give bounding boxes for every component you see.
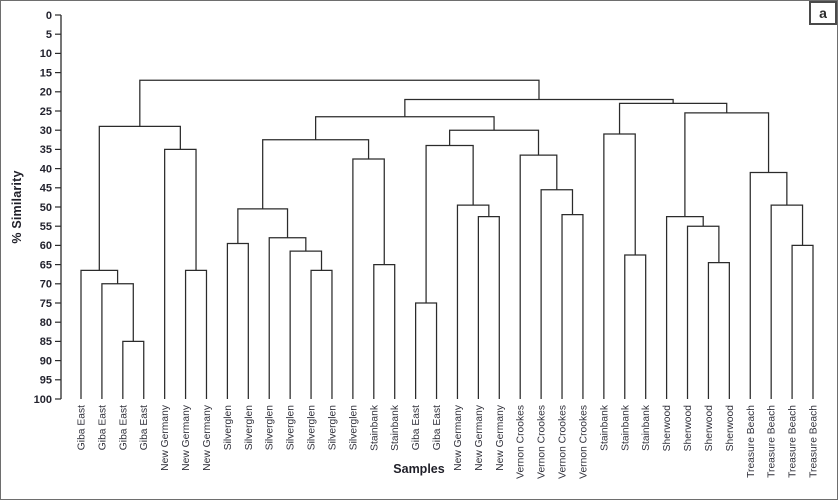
leaf-label: Treasure Beach [788, 405, 799, 478]
leaf-label: Giba East [411, 405, 422, 450]
dendrogram-link [519, 154, 558, 399]
y-axis-tick-label: 5 [46, 29, 52, 41]
leaf-label: Stainbank [620, 404, 631, 451]
y-axis-tick-label: 45 [40, 183, 52, 195]
y-axis-tick-label: 0 [46, 10, 52, 22]
leaf-label: New Germany [181, 404, 192, 471]
panel-label-box: a [809, 1, 837, 25]
y-axis-tick-label: 25 [40, 106, 52, 118]
y-axis-tick-label: 60 [40, 240, 52, 252]
y-axis-tick-label: 85 [40, 336, 52, 348]
dendrogram-link [373, 263, 396, 399]
leaf-label: Treasure Beach [809, 405, 820, 478]
dendrogram-link [686, 225, 720, 399]
dendrogram-link [448, 129, 540, 156]
dendrogram-link [315, 116, 495, 140]
dendrogram-link [139, 79, 540, 127]
dendrogram-link [456, 204, 490, 399]
leaf-label: Silverglen [307, 405, 318, 450]
dendrogram-link [425, 144, 474, 303]
y-axis-tick-label: 70 [40, 279, 52, 291]
dendrogram-link [707, 262, 730, 399]
leaf-label: Vernon Crookes [537, 405, 548, 479]
dendrogram-link [184, 269, 208, 399]
leaf-label: Sherwood [662, 405, 673, 452]
leaf-label: Silverglen [265, 405, 276, 450]
dendrogram-link [624, 254, 647, 399]
y-axis-tick-label: 10 [40, 48, 52, 60]
y-axis-tick-label: 80 [40, 317, 52, 329]
dendrogram-link [122, 340, 145, 399]
leaf-label: Treasure Beach [767, 405, 778, 478]
dendrogram-link [684, 112, 770, 217]
dendrogram-link [404, 98, 674, 117]
y-axis-tick-label: 90 [40, 355, 52, 367]
leaf-label: New Germany [202, 404, 213, 471]
dendrogram-link [289, 250, 323, 399]
dendrogram-link [268, 237, 307, 399]
x-axis-title: Samples [393, 462, 445, 476]
leaf-label: Giba East [118, 405, 129, 450]
y-axis-tick-label: 40 [40, 163, 52, 175]
leaf-label: Vernon Crookes [516, 405, 527, 479]
dendrogram-link [98, 125, 181, 271]
y-axis-tick-label: 35 [40, 144, 52, 156]
leaf-label: Sherwood [704, 405, 715, 452]
leaf-label: Vernon Crookes [558, 405, 569, 479]
leaf-label: Treasure Beach [746, 405, 757, 478]
leaf-label: New Germany [160, 404, 171, 471]
y-axis-tick-label: 75 [40, 298, 52, 310]
dendrogram-link [80, 269, 119, 399]
leaf-label: Silverglen [348, 405, 359, 450]
leaf-label: Sherwood [683, 405, 694, 452]
leaf-label: New Germany [474, 404, 485, 471]
dendrogram-link [415, 302, 438, 399]
leaf-label: Silverglen [327, 405, 338, 450]
leaf-label: New Germany [453, 404, 464, 471]
panel-label: a [819, 5, 827, 21]
y-axis-tick-label: 100 [34, 394, 52, 406]
y-axis-tick-label: 20 [40, 87, 52, 99]
y-axis-tick-label: 30 [40, 125, 52, 137]
dendrogram-link [561, 214, 584, 399]
y-axis-tick-label: 55 [40, 221, 52, 233]
dendrogram-link [749, 171, 788, 399]
leaf-label: Giba East [97, 405, 108, 450]
y-axis-tick-label: 50 [40, 202, 52, 214]
dendrogram-link [665, 215, 704, 399]
dendrogram-link [352, 158, 385, 399]
leaf-label: Silverglen [286, 405, 297, 450]
leaf-label: Sherwood [725, 405, 736, 452]
dendrogram-link [791, 244, 814, 399]
dendrogram-link [310, 269, 333, 399]
dendrogram-link [540, 189, 574, 399]
y-axis-tick-label: 15 [40, 67, 52, 79]
dendrogram-link [618, 102, 728, 135]
dendrogram-link [603, 133, 636, 399]
leaf-label: Giba East [432, 405, 443, 450]
leaf-label: Silverglen [223, 405, 234, 450]
dendrogram-link [226, 242, 249, 399]
leaf-label: Vernon Crookes [578, 405, 589, 479]
dendrogram-link [770, 204, 804, 399]
leaf-label: Stainbank [599, 404, 610, 451]
leaf-label: Silverglen [244, 405, 255, 450]
y-axis-tick-label: 95 [40, 375, 52, 387]
dendrogram-link [477, 215, 500, 399]
y-axis-title: % Similarity [10, 170, 24, 244]
leaf-label: Giba East [139, 405, 150, 450]
leaf-label: Stainbank [390, 404, 401, 451]
leaf-label: Stainbank [641, 404, 652, 451]
y-axis-tick-label: 65 [40, 259, 52, 271]
leaf-label: Giba East [77, 405, 88, 450]
dendrogram-link [164, 148, 197, 399]
leaf-label: New Germany [495, 404, 506, 471]
leaf-label: Stainbank [369, 404, 380, 451]
